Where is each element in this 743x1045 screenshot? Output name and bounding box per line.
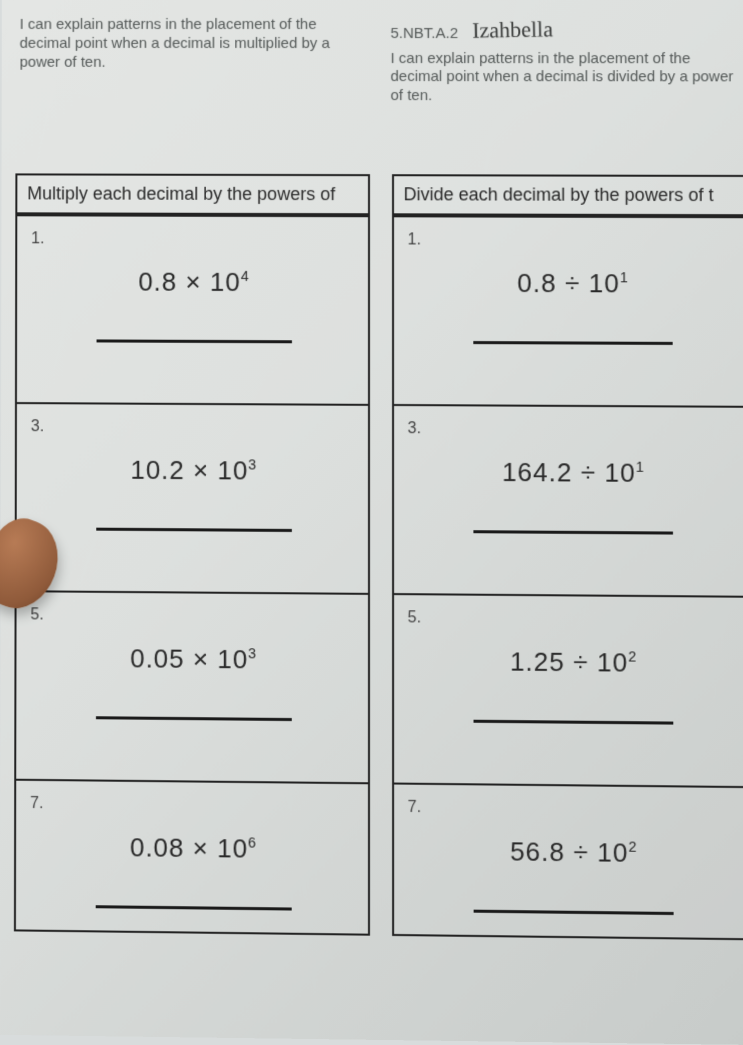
header-row: I can explain patterns in the placement … [2, 0, 743, 114]
expr-op: × [193, 833, 209, 863]
expr-op: ÷ [565, 268, 580, 298]
objective-left: I can explain patterns in the placement … [20, 16, 361, 106]
problem-number: 3. [408, 420, 740, 440]
multiply-cell-3: 3. 10.2 × 103 [15, 404, 370, 595]
student-name: Izahbella [472, 15, 553, 44]
worksheet-page: I can explain patterns in the placement … [0, 0, 743, 1045]
problem-expression: 0.08 × 106 [30, 831, 357, 866]
answer-line [95, 716, 291, 721]
problem-number: 5. [408, 609, 740, 630]
divide-header: Divide each decimal by the powers of t [392, 174, 743, 218]
expr-op: × [185, 267, 201, 297]
expr-exp: 2 [628, 840, 637, 856]
expr-base: 0.05 [130, 643, 185, 674]
multiply-cell-5: 5. 0.05 × 103 [14, 592, 369, 784]
expr-base: 164.2 [502, 457, 573, 488]
expr-powbase: 10 [589, 268, 620, 298]
problem-expression: 164.2 ÷ 101 [408, 456, 740, 489]
answer-line [474, 909, 674, 914]
problem-number: 7. [30, 795, 357, 817]
problem-number: 1. [31, 230, 357, 249]
answer-line [96, 339, 292, 343]
problem-expression: 1.25 ÷ 102 [408, 645, 740, 679]
answer-line [95, 905, 292, 910]
answer-line [474, 341, 673, 345]
expr-powbase: 10 [217, 833, 248, 864]
expr-exp: 3 [248, 646, 257, 662]
expr-powbase: 10 [210, 267, 241, 297]
expr-op: ÷ [573, 837, 588, 868]
multiply-header: Multiply each decimal by the powers of [15, 173, 369, 217]
objective-left-text: I can explain patterns in the placement … [20, 16, 330, 70]
expr-op: × [193, 644, 209, 674]
multiply-cell-1: 1. 0.8 × 104 [15, 216, 370, 406]
expr-base: 0.8 [138, 266, 177, 296]
standard-row: 5.NBT.A.2 Izahbella [391, 16, 735, 44]
expr-exp: 3 [248, 458, 257, 474]
header-right: 5.NBT.A.2 Izahbella I can explain patter… [391, 16, 735, 106]
expr-base: 0.8 [517, 268, 556, 298]
expr-powbase: 10 [604, 457, 635, 487]
expr-exp: 1 [620, 270, 629, 286]
problem-expression: 0.05 × 103 [30, 642, 357, 676]
worksheet-columns: Multiply each decimal by the powers of 1… [0, 113, 743, 940]
divide-cell-7: 7. 56.8 ÷ 102 [392, 784, 743, 940]
expr-op: ÷ [573, 647, 588, 677]
answer-line [96, 527, 292, 531]
expr-exp: 6 [248, 836, 257, 852]
answer-line [474, 719, 673, 724]
expr-base: 0.08 [130, 832, 185, 863]
expr-powbase: 10 [217, 455, 248, 485]
expr-base: 56.8 [510, 836, 565, 867]
divide-cell-1: 1. 0.8 ÷ 101 [392, 217, 743, 408]
standard-code: 5.NBT.A.2 [391, 25, 459, 44]
divide-cell-5: 5. 1.25 ÷ 102 [392, 595, 743, 788]
problem-expression: 0.8 ÷ 101 [408, 267, 740, 299]
problem-number: 3. [31, 418, 358, 438]
problem-number: 7. [408, 799, 741, 821]
expr-base: 10.2 [130, 454, 184, 484]
multiply-cell-7: 7. 0.08 × 106 [14, 780, 370, 935]
expr-powbase: 10 [217, 644, 248, 674]
problem-expression: 0.8 × 104 [31, 266, 357, 298]
multiply-column: Multiply each decimal by the powers of 1… [14, 173, 370, 935]
expr-exp: 1 [636, 460, 645, 476]
divide-column: Divide each decimal by the powers of t 1… [392, 174, 743, 940]
problem-number: 1. [408, 231, 740, 250]
expr-exp: 4 [241, 269, 250, 285]
answer-line [474, 530, 673, 534]
divide-cell-3: 3. 164.2 ÷ 101 [392, 406, 743, 598]
expr-op: ÷ [581, 457, 596, 487]
problem-expression: 56.8 ÷ 102 [408, 835, 741, 870]
expr-base: 1.25 [510, 646, 565, 677]
problem-expression: 10.2 × 103 [31, 454, 358, 487]
objective-right-text: I can explain patterns in the placement … [391, 50, 734, 105]
expr-op: × [193, 455, 209, 485]
problem-number: 5. [30, 606, 357, 627]
expr-exp: 2 [628, 649, 637, 665]
expr-powbase: 10 [597, 837, 628, 868]
expr-powbase: 10 [597, 647, 628, 678]
